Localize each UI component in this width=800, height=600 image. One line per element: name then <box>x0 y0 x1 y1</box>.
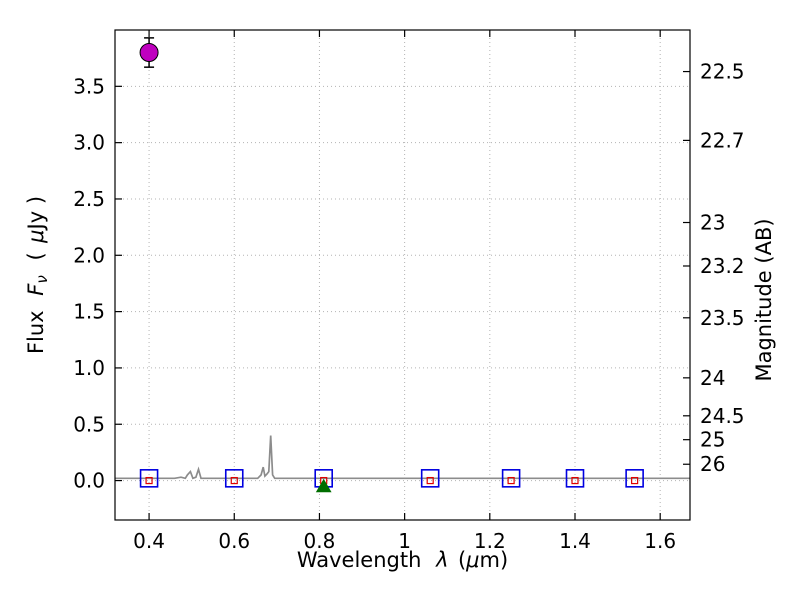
y2-tick-label: 23.5 <box>700 306 745 330</box>
x-tick-label: 1 <box>398 529 411 553</box>
model-photometry <box>571 476 579 485</box>
photometry-boxes <box>625 469 644 488</box>
x-unit-open: ( <box>457 548 467 572</box>
nu-subscript: ν <box>33 275 52 284</box>
y-unit-open: ( <box>24 252 48 261</box>
y-tick-label: 2.0 <box>73 243 105 267</box>
y-tick-label: 3.0 <box>73 131 105 155</box>
model-photometry <box>507 476 515 485</box>
y-tick-label: 3.5 <box>73 74 105 98</box>
y2-tick-label: 25 <box>700 428 725 452</box>
y-tick-label: 2.5 <box>73 187 105 211</box>
x-axis-label: Wavelength λ (μm) <box>115 548 690 572</box>
x-label-text: Wavelength <box>296 548 422 572</box>
upper-limit-marker <box>315 478 332 493</box>
x-tick-label: 1.4 <box>559 529 591 553</box>
x-tick-label: 1.6 <box>644 529 676 553</box>
y2-tick-label: 22.5 <box>700 60 745 84</box>
mu-symbol: μ <box>466 548 480 572</box>
y2-tick-label: 24.5 <box>700 404 745 428</box>
model-photometry <box>631 476 639 485</box>
y-axis-label: Flux Fν ( μJy ) <box>24 195 52 355</box>
y-unit-close: Jy ) <box>24 195 48 230</box>
y2-tick-label: 22.7 <box>700 128 745 152</box>
y2-tick-label: 26 <box>700 452 725 476</box>
mu-symbol-y: μ <box>24 229 48 243</box>
magnitude-axis-label: Magnitude (AB) <box>752 218 776 382</box>
y-tick-label: 0.0 <box>73 469 105 493</box>
y-label-text: Flux <box>24 310 48 355</box>
observed-flux-point <box>139 43 159 63</box>
x-tick-label: 0.8 <box>304 529 336 553</box>
axes-frame <box>114 29 691 521</box>
y2-tick-label: 23 <box>700 211 725 235</box>
y-tick-label: 1.0 <box>73 356 105 380</box>
photometry-boxes <box>501 469 521 488</box>
photometry-boxes <box>420 469 440 488</box>
lambda-symbol: λ <box>436 548 449 572</box>
y-tick-label: 0.5 <box>73 412 105 436</box>
y2-tick-label: 23.2 <box>700 254 745 278</box>
photometry-boxes <box>565 469 585 488</box>
photometry-boxes <box>139 469 159 488</box>
y-tick-label: 1.5 <box>73 300 105 324</box>
photometry-boxes <box>224 469 244 488</box>
x-tick-label: 0.4 <box>133 529 165 553</box>
x-tick-label: 0.6 <box>218 529 250 553</box>
model-spectrum <box>115 435 690 480</box>
y2-tick-label: 24 <box>700 366 725 390</box>
flux-symbol: F <box>24 283 48 296</box>
x-tick-label: 1.2 <box>474 529 506 553</box>
x-unit-close: m) <box>479 548 509 572</box>
model-photometry <box>230 476 238 485</box>
model-photometry <box>145 476 153 485</box>
model-photometry <box>426 476 434 485</box>
